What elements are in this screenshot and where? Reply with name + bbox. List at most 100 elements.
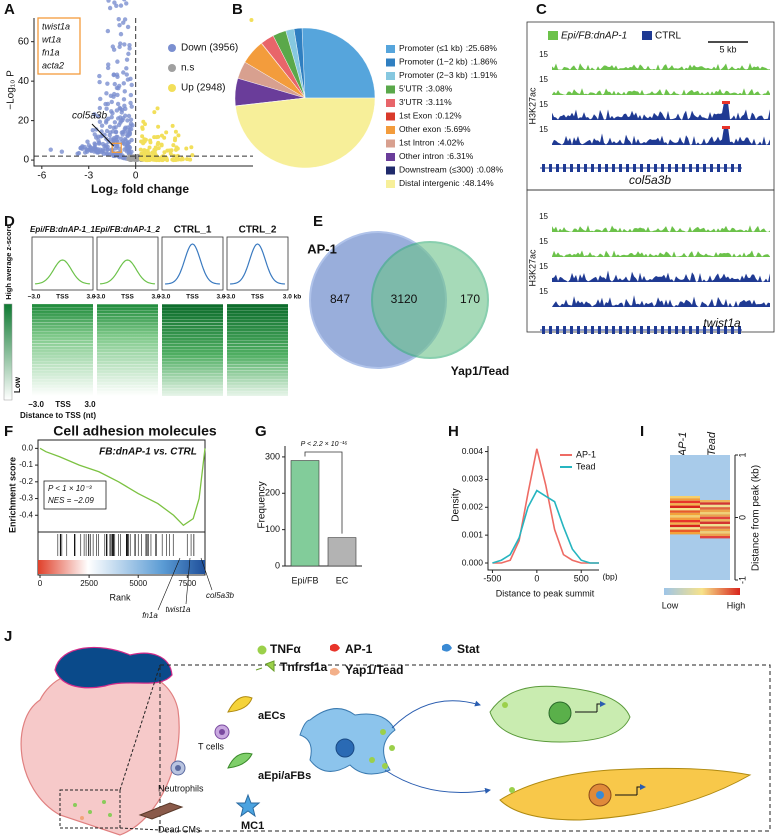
down-point (116, 122, 122, 128)
heatmap-row (162, 376, 223, 377)
legend-swatch (548, 31, 558, 40)
down-point (122, 103, 127, 109)
down-point (105, 81, 110, 86)
legend-label: AP-1 (345, 642, 373, 656)
x-tick-label: 3.0 kb (283, 294, 301, 301)
down-point (98, 96, 103, 102)
axes (487, 446, 599, 571)
down-point (110, 44, 116, 49)
chart-title: Cell adhesion molecules (53, 423, 217, 439)
heatmap-row (227, 376, 288, 377)
exon (598, 326, 601, 334)
down-point (111, 72, 116, 78)
heatmap-row (670, 517, 700, 520)
cell-label: aEpi/aFBs (258, 770, 311, 782)
legend-label: Other exon:5.69% (399, 124, 471, 134)
pie-slice (301, 27, 376, 99)
legend-value: :25.68% (466, 43, 498, 53)
up-point (155, 106, 160, 111)
up-point (160, 157, 165, 162)
exon (570, 326, 573, 334)
down-point (106, 116, 111, 122)
exon (717, 164, 720, 172)
heatmap-row (162, 340, 223, 341)
x-tick-label: −3.0 (28, 294, 41, 301)
heatmap-row (32, 358, 93, 359)
heatmap-row (32, 352, 93, 353)
legend-label: Downstream (≤300):0.08% (399, 165, 503, 175)
legend-category: 5′UTR (399, 84, 423, 94)
exon (549, 326, 552, 334)
up-point (162, 150, 167, 155)
heatmap-row (32, 349, 93, 350)
gene-label: twist1a (166, 605, 191, 614)
exon (640, 164, 643, 172)
heatmap-row (97, 310, 158, 311)
heatmap-row (227, 328, 288, 329)
exon (570, 164, 573, 172)
colorbar-label: Low (13, 376, 22, 393)
down-point (115, 134, 120, 140)
legend-value: :48.14% (462, 178, 494, 188)
heatmap (162, 304, 223, 396)
legend-value: :0.08% (477, 165, 504, 175)
down-point (129, 82, 134, 88)
heatmap-row (670, 532, 700, 535)
heatmap-row (227, 307, 288, 308)
legend-category: Promoter (≤1 kb) (399, 43, 463, 53)
track-signal (552, 88, 770, 95)
cell-label: T cells (198, 741, 224, 751)
down-point (105, 65, 111, 71)
heatmap-row (162, 379, 223, 380)
legend-category: Other exon (399, 124, 441, 134)
heatmap-row (700, 524, 730, 527)
down-point (100, 147, 106, 152)
down-point (125, 118, 130, 123)
density-line (492, 448, 599, 564)
heatmap-row (97, 337, 158, 338)
heatmap-row (97, 370, 158, 371)
y-tick-label: 0 (737, 515, 747, 520)
heatmap-row (97, 364, 158, 365)
down-point (118, 136, 124, 142)
legend-swatch (168, 44, 176, 52)
heatmap-row (32, 373, 93, 374)
x-tick-label: −3.0 (158, 294, 171, 301)
y-tick-label: -0.4 (19, 510, 33, 519)
heatmap-row (97, 382, 158, 383)
down-point (109, 99, 114, 105)
heatmap-row (227, 385, 288, 386)
down-point (115, 101, 121, 107)
highlight-box (111, 142, 122, 153)
up-point (171, 143, 176, 148)
profile-curve (34, 259, 91, 285)
heatmap-row (32, 388, 93, 389)
heatmap-row (162, 343, 223, 344)
heatmap-row (227, 340, 288, 341)
exon (563, 164, 566, 172)
pointer (200, 557, 213, 591)
legend-category: 1st Exon (399, 111, 432, 121)
y-tick-label: 0 (275, 560, 280, 570)
gene-label: twist1a (703, 316, 741, 330)
heatmap-row (97, 322, 158, 323)
down-point (78, 145, 83, 151)
x-axis-label: Log₂ fold change (91, 182, 189, 196)
legend-category: Other intron (399, 151, 444, 161)
heatmap-row (97, 325, 158, 326)
down-point (125, 132, 130, 138)
exon (542, 164, 545, 172)
heatmap-row (227, 331, 288, 332)
legend-swatch (386, 85, 395, 94)
y-axis-label: −Log₁₀ P (6, 70, 17, 110)
axes (33, 18, 253, 167)
up-point (168, 151, 173, 156)
legend-value: :0.12% (435, 111, 462, 121)
heatmap-row (162, 364, 223, 365)
down-point (86, 143, 92, 148)
annotation: P < 2.2 × 10⁻¹⁶ (301, 441, 348, 448)
exon (619, 164, 622, 172)
heatmap-row (227, 373, 288, 374)
cell-label: Neutrophils (158, 783, 204, 793)
heatmap-row (162, 382, 223, 383)
